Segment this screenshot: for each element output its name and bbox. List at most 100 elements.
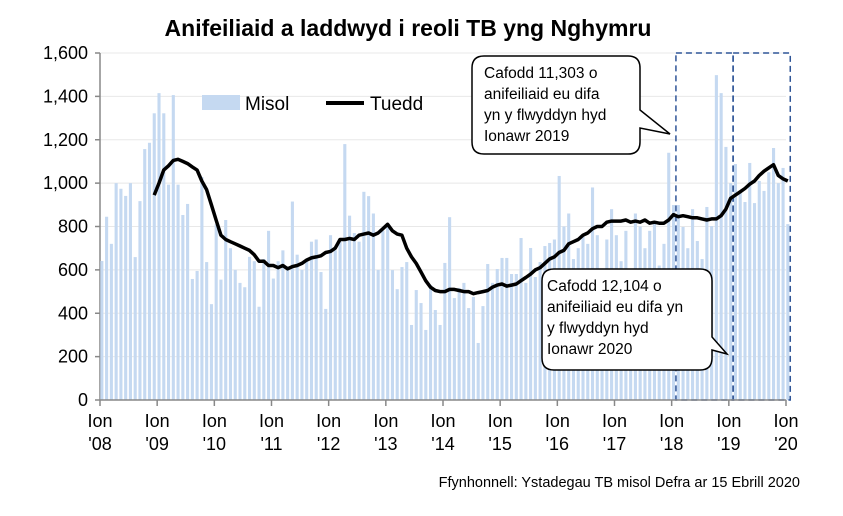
callout-2019-line: Ionawr 2019 (484, 128, 569, 145)
bar (105, 216, 109, 400)
bar (748, 162, 752, 400)
bar (724, 146, 728, 400)
source-note: Ffynhonnell: Ystadegau TB misol Defra ar… (439, 475, 800, 491)
bar (467, 308, 471, 400)
bar (762, 190, 766, 400)
bar (305, 261, 309, 400)
bar (343, 144, 347, 400)
bar (205, 262, 209, 400)
bar (471, 296, 475, 400)
bar (176, 184, 180, 400)
y-tick-label: 1,000 (43, 173, 88, 193)
x-tick-label: '14 (431, 434, 454, 454)
bar (409, 324, 414, 400)
x-tick-label: Ion (430, 411, 455, 431)
bar (452, 298, 456, 400)
bar (505, 257, 509, 400)
bar (228, 248, 233, 400)
x-tick-label: Ion (488, 411, 513, 431)
bar (219, 279, 223, 400)
bar (772, 147, 776, 400)
bar (267, 230, 271, 400)
x-tick-label: '20 (774, 434, 797, 454)
bar (114, 183, 118, 400)
bar (276, 261, 280, 400)
x-tick-label: '11 (260, 434, 282, 454)
bar (752, 203, 757, 400)
bar (100, 260, 104, 400)
bar (400, 267, 404, 400)
bar (333, 250, 337, 400)
bar (166, 184, 171, 400)
y-axis: 0 200 400 600 800 1,000 1,200 1,400 1,600 (43, 43, 101, 410)
bar (476, 342, 480, 400)
bar (233, 269, 237, 400)
bar (338, 241, 342, 400)
bar (500, 257, 504, 400)
bar (271, 278, 275, 400)
callout-2020: Cafodd 12,104 o anifeiliaid eu difa yn y f… (541, 268, 730, 371)
bar (448, 217, 452, 400)
x-tick-label: Ion (259, 411, 284, 431)
bar (757, 180, 761, 400)
bar (357, 241, 361, 400)
bar (352, 233, 356, 400)
x-tick-label: '09 (145, 434, 168, 454)
bar (514, 273, 518, 400)
bar (162, 113, 166, 400)
bar (109, 243, 113, 400)
bar (443, 262, 447, 400)
bar (243, 287, 247, 400)
bar (495, 269, 499, 400)
bar (224, 219, 228, 400)
bar (519, 237, 523, 400)
bar (319, 272, 323, 400)
legend-swatch-misol (202, 95, 240, 110)
bar (238, 282, 242, 400)
bar (738, 193, 742, 400)
y-tick-label: 800 (58, 217, 88, 237)
bar (767, 172, 771, 400)
bar (181, 215, 185, 400)
callout-2020-line: Ionawr 2020 (547, 341, 633, 358)
x-tick-label: Ion (145, 411, 170, 431)
callout-2020-line: anifeiliaid eu difa yn (547, 299, 683, 316)
y-tick-label: 200 (58, 347, 88, 367)
bar (490, 282, 495, 400)
bar (433, 309, 437, 400)
bar (419, 303, 423, 400)
bar (781, 167, 785, 400)
x-tick-label: Ion (316, 411, 341, 431)
bar (133, 257, 137, 400)
bar (195, 270, 199, 400)
x-tick-label: Ion (373, 411, 398, 431)
bar (286, 269, 290, 400)
bar (214, 224, 218, 400)
bar (281, 250, 285, 400)
bar (381, 230, 385, 400)
bar (524, 282, 528, 400)
x-tick-label: Ion (545, 411, 570, 431)
bar (386, 226, 390, 400)
bar (776, 183, 780, 400)
x-tick-label: '12 (317, 434, 340, 454)
x-tick-label: Ion (659, 411, 684, 431)
legend-label-tuedd: Tuedd (370, 94, 423, 115)
x-tick-label: Ion (716, 411, 741, 431)
callout-2019-line: Cafodd 11,303 o (484, 65, 597, 82)
bar (424, 329, 428, 400)
bar (362, 191, 366, 400)
bar (138, 201, 142, 400)
bar (257, 306, 261, 400)
bar (290, 201, 294, 400)
bar (743, 201, 747, 400)
x-tick-label: '15 (488, 434, 511, 454)
bar (200, 177, 204, 400)
bar (786, 224, 790, 400)
legend: Misol Tuedd (202, 94, 423, 115)
bar (152, 113, 156, 400)
x-tick-label: '18 (660, 434, 683, 454)
bar (314, 239, 318, 400)
